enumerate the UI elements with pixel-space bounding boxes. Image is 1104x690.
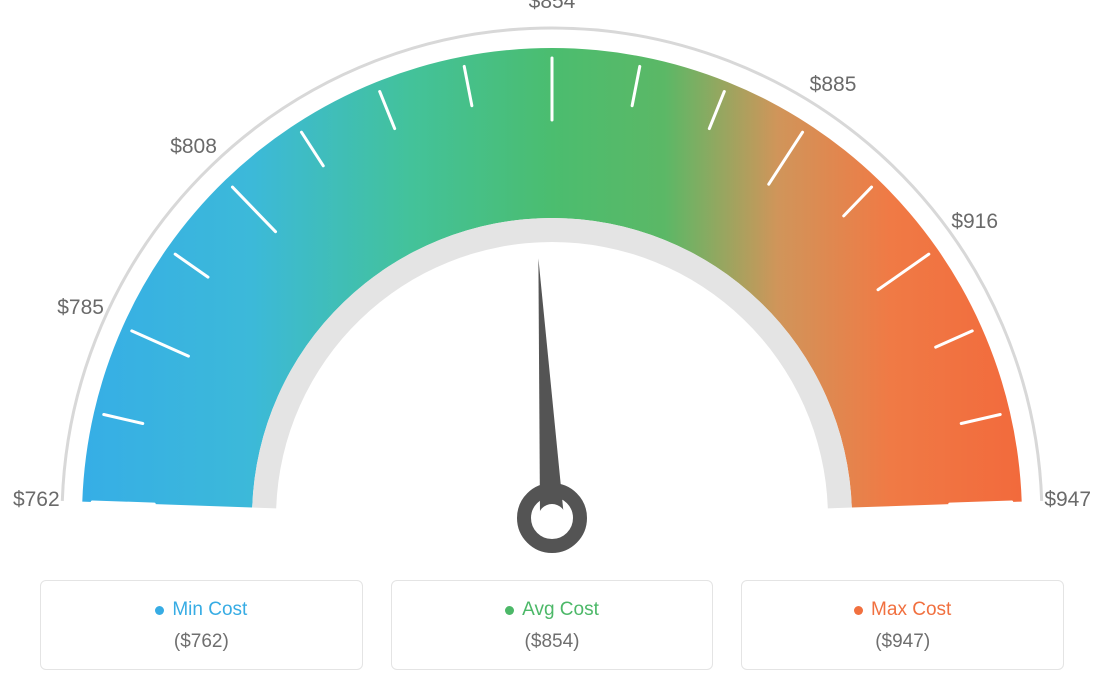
dot-icon bbox=[155, 606, 164, 615]
legend-avg-title: Avg Cost bbox=[505, 599, 599, 621]
legend-max-title: Max Cost bbox=[854, 599, 951, 621]
legend-min-title: Min Cost bbox=[155, 599, 247, 621]
legend-min: Min Cost ($762) bbox=[40, 580, 363, 670]
gauge-tick-label: $916 bbox=[951, 210, 998, 234]
legend-row: Min Cost ($762) Avg Cost ($854) Max Cost… bbox=[40, 580, 1064, 670]
legend-avg: Avg Cost ($854) bbox=[391, 580, 714, 670]
gauge-tick-label: $762 bbox=[13, 488, 60, 512]
gauge-tick-label: $885 bbox=[810, 73, 857, 97]
gauge-svg bbox=[22, 10, 1082, 570]
gauge-chart: $762$785$808$854$885$916$947 bbox=[22, 10, 1082, 570]
gauge-tick-label: $854 bbox=[529, 0, 576, 14]
legend-max-value: ($947) bbox=[752, 631, 1053, 653]
gauge-tick-label: $947 bbox=[1044, 488, 1091, 512]
legend-max: Max Cost ($947) bbox=[741, 580, 1064, 670]
legend-max-label: Max Cost bbox=[871, 599, 951, 621]
legend-avg-label: Avg Cost bbox=[522, 599, 599, 621]
dot-icon bbox=[854, 606, 863, 615]
dot-icon bbox=[505, 606, 514, 615]
legend-min-value: ($762) bbox=[51, 631, 352, 653]
gauge-tick-label: $808 bbox=[170, 135, 217, 159]
legend-min-label: Min Cost bbox=[172, 599, 247, 621]
gauge-tick-label: $785 bbox=[57, 296, 104, 320]
legend-avg-value: ($854) bbox=[402, 631, 703, 653]
